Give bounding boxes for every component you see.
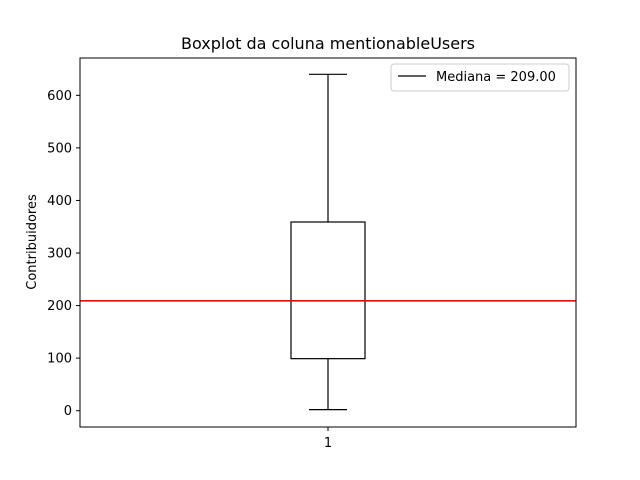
iqr-box (290, 221, 366, 360)
chart-title: Boxplot da coluna mentionableUsers (181, 34, 475, 53)
y-axis-label: Contribuidores (25, 194, 40, 290)
y-tick-label: 300 (47, 247, 72, 262)
y-tick-label: 400 (47, 194, 72, 209)
legend: Mediana = 209.00 (390, 63, 570, 92)
x-axis-ticks: 1 (324, 427, 332, 451)
y-tick-label: 200 (47, 299, 72, 314)
y-axis-ticks: 0 100 200 300 400 500 600 (47, 89, 80, 419)
y-tick-label: 100 (47, 352, 72, 367)
legend-box (390, 63, 570, 92)
y-tick-label: 500 (47, 141, 72, 156)
x-tick-label: 1 (324, 436, 332, 451)
plot-frame (79, 57, 577, 428)
y-tick-label: 0 (64, 404, 72, 419)
legend-entry: Mediana = 209.00 (436, 70, 556, 85)
boxplot (80, 73, 576, 411)
y-tick-label: 600 (47, 89, 72, 104)
